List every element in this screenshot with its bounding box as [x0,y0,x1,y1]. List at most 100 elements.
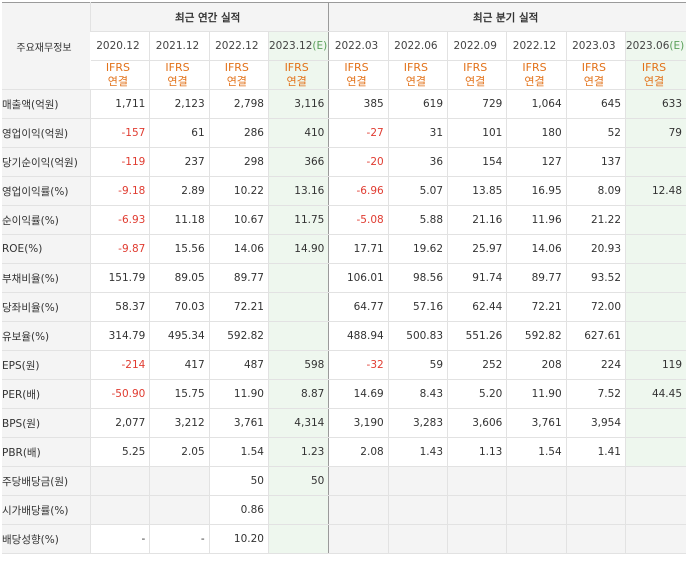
table-cell: 633 [625,89,686,119]
table-cell: 101 [447,118,507,148]
ifrs-line: IFRS [284,61,309,74]
period-header[interactable]: 2022.12 [506,31,567,61]
table-cell: 592.82 [506,321,567,351]
period-header[interactable]: 2020.12 [90,31,150,61]
table-row: PBR(배) 5.25 2.05 1.54 1.23 2.08 1.43 1.13 1.54 1.… [2,437,686,467]
estimate-mark: (E) [669,40,685,52]
table-cell: 500.83 [387,321,448,351]
period-label: 2022.06 [394,40,438,52]
table-cell [625,495,686,525]
period-header[interactable]: 2022.03 [328,31,389,61]
ifrs-line: IFRS [105,61,131,74]
table-cell: 11.96 [506,205,567,235]
table-cell [89,495,150,525]
period-label: 2022.09 [453,40,497,52]
table-cell: 3,212 [149,408,210,438]
table-cell: 31 [387,118,448,148]
estimate-mark: (E) [312,40,328,52]
ifrs-line: IFRS [522,61,547,74]
table-cell [328,495,389,525]
table-cell: 72.00 [565,292,626,322]
table-cell: 14.69 [328,379,389,409]
table-row: 당기순이익(억원) -119 237 298 366 -20 36 154 127 137 [2,147,686,177]
period-header[interactable]: 2022.06 [387,31,448,61]
consolidated-line: 연결 [524,75,545,88]
table-cell: 592.82 [208,321,269,351]
ifrs-basis-label: IFRS 연결 [267,60,329,90]
ifrs-basis-label: IFRS 연결 [565,60,626,90]
table-cell: -119 [89,147,150,177]
period-header[interactable]: 2022.09 [447,31,507,61]
ifrs-basis-label: IFRS 연결 [149,60,210,90]
table-cell [625,205,686,235]
period-label: 2020.12 [96,40,140,52]
table-cell: 119 [625,350,686,380]
table-cell: 62.44 [447,292,507,322]
table-cell: 5.88 [387,205,448,235]
period-header[interactable]: 2023.06(E) [625,31,686,61]
table-cell: 25.97 [447,234,507,264]
ifrs-basis-label: IFRS 연결 [328,60,389,90]
table-cell: 11.90 [208,379,269,409]
period-label: 2021.12 [155,40,200,52]
table-cell: 1.13 [447,437,507,467]
table-cell [267,263,329,293]
table-cell: 52 [565,118,626,148]
table-cell: 1,064 [506,89,567,119]
table-cell: -157 [89,118,150,148]
table-cell [625,147,686,177]
table-cell: 8.43 [387,379,448,409]
table-cell: 79 [625,118,686,148]
table-cell: -9.87 [89,234,150,264]
period-header[interactable]: 2023.03 [565,31,626,61]
table-cell: 59 [387,350,448,380]
table-cell: -20 [328,147,389,177]
ifrs-line: IFRS [403,61,428,74]
consolidated-line: 연결 [346,75,367,88]
table-cell: 20.93 [565,234,626,264]
row-label: 당기순이익(억원) [2,147,91,177]
row-label: 시가배당률(%) [2,495,91,525]
period-header[interactable]: 2023.12(E) [267,31,329,61]
table-cell: 298 [208,147,269,177]
table-cell: 61 [149,118,210,148]
table-cell: 3,606 [447,408,507,438]
table-cell: 11.75 [267,205,329,235]
row-label: 순이익률(%) [2,205,91,235]
consolidated-line: 연결 [107,75,129,88]
table-cell [625,263,686,293]
table-cell [89,466,150,496]
table-cell: 137 [565,147,626,177]
table-cell: -32 [328,350,389,380]
period-header[interactable]: 2022.12 [208,31,269,61]
table-cell [447,495,507,525]
table-cell [506,524,567,554]
quarter-group-header: 최근 분기 실적 [328,2,686,32]
table-cell: 385 [328,89,389,119]
table-cell [625,437,686,467]
table-cell [387,495,448,525]
table-cell [625,292,686,322]
table-cell: 72.21 [506,292,567,322]
table-cell: 14.06 [208,234,269,264]
row-label: 매출액(억원) [2,89,91,119]
table-cell: 4,314 [267,408,329,438]
table-cell: 11.18 [149,205,210,235]
table-cell: 3,954 [565,408,626,438]
table-cell: 0.86 [208,495,269,525]
table-cell: 15.75 [149,379,210,409]
period-header[interactable]: 2021.12 [149,31,210,61]
row-label: 영업이익(억원) [2,118,91,148]
table-cell: 495.34 [149,321,210,351]
table-cell: 89.05 [149,263,210,293]
table-cell: 598 [267,350,329,380]
period-label: 2023.06 [626,40,670,52]
table-cell: 36 [387,147,448,177]
table-row: 주당배당금(원) 50 50 [2,466,686,496]
table-cell: 286 [208,118,269,148]
table-cell: 13.85 [447,176,507,206]
table-cell: 5.25 [89,437,150,467]
table-cell: 224 [565,350,626,380]
consolidated-line: 연결 [465,75,486,88]
table-cell [328,466,389,496]
